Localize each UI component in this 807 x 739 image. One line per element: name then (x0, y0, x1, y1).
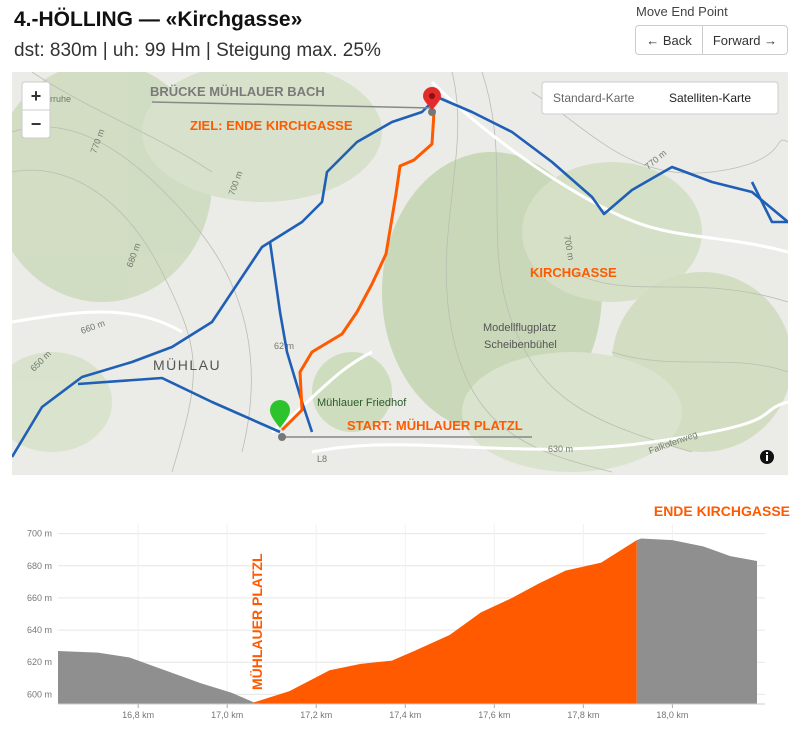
start-marker[interactable] (270, 400, 290, 428)
x-tick-label: 16,8 km (122, 710, 154, 720)
nav-label: Move End Point (636, 4, 728, 19)
place-label: Scheibenbühel (484, 339, 557, 351)
elevation-chart: 600 m 620 m 640 m 660 m 680 m 700 m 16,8 km 17,… (27, 503, 790, 720)
elevation-area (636, 538, 757, 704)
selected-route (280, 111, 436, 432)
terrain (12, 72, 788, 472)
place-label: Mühlauer Friedhof (317, 397, 407, 409)
end-point (428, 108, 436, 116)
elevation-area (253, 540, 637, 704)
route-label: BRÜCKE MÜHLAUER BACH (150, 84, 325, 99)
x-tick-label: 17,4 km (389, 710, 421, 720)
x-tick-label: 17,2 km (300, 710, 332, 720)
contour-label: 630 m (548, 444, 573, 454)
route-label: KIRCHGASSE (530, 265, 617, 280)
y-tick-label: 620 m (27, 657, 52, 667)
place-label: MÜHLAU (153, 356, 221, 373)
annotation: MÜHLAUER PLATZL (249, 553, 265, 690)
zoom-out[interactable]: − (31, 114, 42, 134)
map-type-option[interactable]: Satelliten-Karte (669, 91, 751, 105)
contour-label: 62 m (274, 341, 294, 351)
start-point (278, 433, 286, 441)
y-tick-label: 660 m (27, 593, 52, 603)
x-tick-label: 17,8 km (567, 710, 599, 720)
y-tick-label: 640 m (27, 625, 52, 635)
back-button[interactable]: ← Back (635, 25, 703, 55)
forward-button[interactable]: Forward → (702, 25, 788, 55)
place-label: Modellflugplatz (483, 322, 556, 334)
info-button[interactable] (760, 450, 774, 464)
x-tick-label: 17,0 km (211, 710, 243, 720)
road-label: L8 (317, 454, 327, 464)
zoom-in[interactable]: + (31, 86, 42, 106)
annotation: ENDE KIRCHGASSE (654, 503, 790, 519)
contour-label: 700 m (562, 235, 576, 261)
end-marker-dot (429, 93, 435, 99)
map-type-control (541, 81, 779, 115)
y-tick-label: 700 m (27, 529, 52, 539)
x-tick-label: 18,0 km (656, 710, 688, 720)
route-label: ZIEL: ENDE KIRCHGASSE (190, 118, 353, 133)
label-leader (151, 101, 433, 109)
route-stats: dst: 830m | uh: 99 Hm | Steigung max. 25… (14, 40, 381, 61)
route-title: 4.-HÖLLING — «Kirchgasse» (14, 8, 303, 31)
x-tick-label: 17,6 km (478, 710, 510, 720)
blue-routes (12, 95, 788, 458)
route-label: START: MÜHLAUER PLATZL (347, 418, 523, 433)
place-label: gerruhe (40, 94, 71, 104)
map[interactable]: BRÜCKE MÜHLAUER BACH ZIEL: ENDE KIRCHGAS… (12, 72, 788, 475)
map-type-option[interactable]: Standard-Karte (553, 91, 635, 105)
y-tick-label: 600 m (27, 689, 52, 699)
y-tick-label: 680 m (27, 561, 52, 571)
elevation-area (58, 650, 254, 704)
